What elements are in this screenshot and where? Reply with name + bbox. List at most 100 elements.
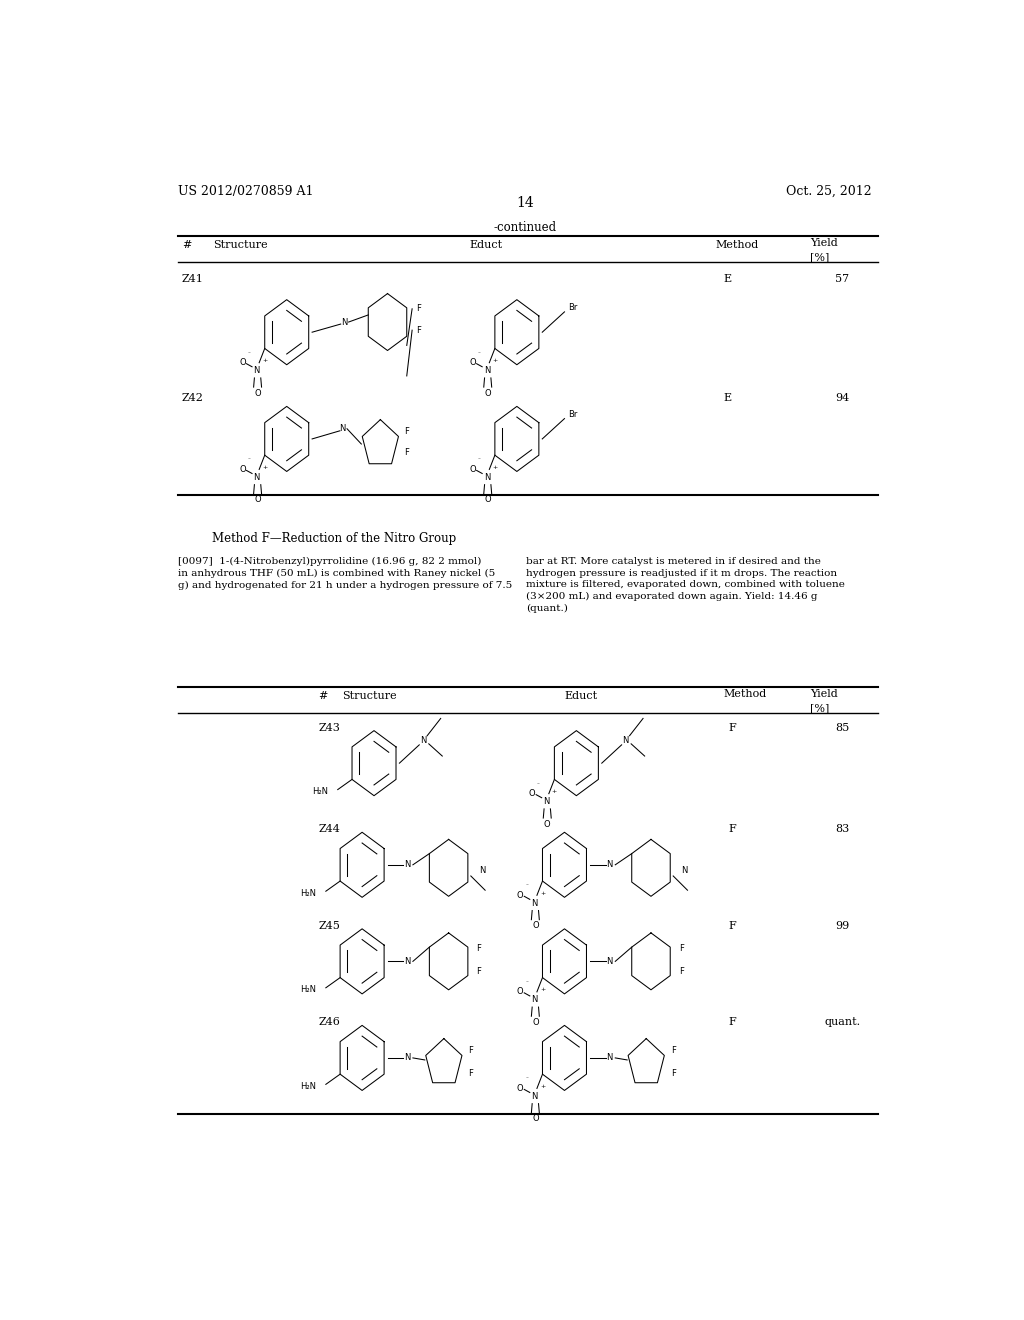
Text: N: N: [404, 957, 411, 966]
Text: N: N: [420, 737, 426, 746]
Text: Yield: Yield: [811, 238, 839, 248]
Text: N: N: [339, 424, 345, 433]
Text: Z45: Z45: [318, 921, 340, 931]
Text: F: F: [468, 1069, 473, 1077]
Text: 57: 57: [836, 275, 849, 284]
Text: N: N: [483, 367, 490, 375]
Text: Z42: Z42: [182, 393, 204, 403]
Text: US 2012/0270859 A1: US 2012/0270859 A1: [178, 185, 313, 198]
Text: +: +: [552, 789, 557, 795]
Text: ⁻: ⁻: [525, 884, 528, 890]
Text: Z44: Z44: [318, 824, 340, 834]
Text: H₂N: H₂N: [300, 888, 316, 898]
Text: O: O: [254, 495, 261, 504]
Text: N: N: [483, 473, 490, 482]
Text: #: #: [318, 690, 328, 701]
Text: Structure: Structure: [342, 690, 397, 701]
Text: N: N: [254, 367, 260, 375]
Text: O: O: [254, 388, 261, 397]
Text: H₂N: H₂N: [312, 787, 329, 796]
Text: ⁻: ⁻: [248, 459, 250, 463]
Text: 99: 99: [836, 921, 849, 931]
Text: -continued: -continued: [494, 220, 556, 234]
Text: Educt: Educt: [564, 690, 598, 701]
Text: N: N: [606, 957, 613, 966]
Text: 83: 83: [836, 824, 849, 834]
Text: Structure: Structure: [213, 240, 267, 249]
Text: Educt: Educt: [469, 240, 503, 249]
Text: 14: 14: [516, 195, 534, 210]
Text: F: F: [679, 968, 684, 975]
Text: O: O: [240, 465, 246, 474]
Text: N: N: [531, 1092, 538, 1101]
Text: O: O: [484, 388, 492, 397]
Text: O: O: [544, 820, 551, 829]
Text: Z43: Z43: [318, 722, 340, 733]
Text: E: E: [723, 393, 731, 403]
Text: O: O: [532, 1114, 539, 1123]
Text: O: O: [528, 789, 536, 799]
Text: O: O: [517, 987, 523, 997]
Text: F: F: [476, 968, 481, 975]
Text: F: F: [671, 1069, 676, 1077]
Text: N: N: [341, 318, 347, 326]
Text: O: O: [469, 465, 476, 474]
Text: O: O: [240, 358, 246, 367]
Text: O: O: [517, 1084, 523, 1093]
Text: +: +: [493, 358, 498, 363]
Text: F: F: [671, 1047, 676, 1055]
Text: F: F: [416, 326, 421, 335]
Text: +: +: [262, 465, 267, 470]
Text: ⁻: ⁻: [248, 352, 250, 358]
Text: F: F: [404, 428, 409, 437]
Text: #: #: [182, 240, 191, 249]
Text: [%]: [%]: [811, 704, 829, 713]
Text: N: N: [606, 861, 613, 870]
Text: F: F: [679, 944, 684, 953]
Text: bar at RT. More catalyst is metered in if desired and the
hydrogen pressure is r: bar at RT. More catalyst is metered in i…: [526, 557, 845, 614]
Text: [%]: [%]: [811, 252, 829, 261]
Text: F: F: [404, 447, 409, 457]
Text: O: O: [484, 495, 492, 504]
Text: F: F: [729, 1018, 736, 1027]
Text: +: +: [540, 891, 545, 896]
Text: Yield: Yield: [811, 689, 839, 700]
Text: N: N: [531, 899, 538, 908]
Text: ⁻: ⁻: [477, 352, 480, 358]
Text: H₂N: H₂N: [300, 985, 316, 994]
Text: Method F—Reduction of the Nitro Group: Method F—Reduction of the Nitro Group: [212, 532, 457, 545]
Text: Z41: Z41: [182, 275, 204, 284]
Text: N: N: [544, 797, 550, 807]
Text: ⁻: ⁻: [525, 1077, 528, 1082]
Text: F: F: [729, 722, 736, 733]
Text: Br: Br: [567, 411, 578, 418]
Text: N: N: [606, 1053, 613, 1063]
Text: F: F: [468, 1047, 473, 1055]
Text: F: F: [729, 921, 736, 931]
Text: H₂N: H₂N: [300, 1082, 316, 1090]
Text: E: E: [723, 275, 731, 284]
Text: N: N: [479, 866, 485, 875]
Text: Method: Method: [715, 240, 759, 249]
Text: Oct. 25, 2012: Oct. 25, 2012: [786, 185, 871, 198]
Text: +: +: [540, 987, 545, 993]
Text: Z46: Z46: [318, 1018, 340, 1027]
Text: N: N: [623, 737, 629, 746]
Text: O: O: [517, 891, 523, 900]
Text: +: +: [540, 1084, 545, 1089]
Text: [0097]  1-(4-Nitrobenzyl)pyrrolidine (16.96 g, 82 2 mmol)
in anhydrous THF (50 m: [0097] 1-(4-Nitrobenzyl)pyrrolidine (16.…: [178, 557, 512, 590]
Text: +: +: [262, 358, 267, 363]
Text: 85: 85: [836, 722, 849, 733]
Text: N: N: [404, 1053, 411, 1063]
Text: F: F: [416, 305, 421, 313]
Text: F: F: [476, 944, 481, 953]
Text: ⁻: ⁻: [477, 459, 480, 463]
Text: ⁻: ⁻: [525, 981, 528, 986]
Text: Method: Method: [723, 689, 766, 700]
Text: O: O: [532, 1018, 539, 1027]
Text: N: N: [254, 473, 260, 482]
Text: O: O: [469, 358, 476, 367]
Text: O: O: [532, 921, 539, 931]
Text: N: N: [404, 861, 411, 870]
Text: ⁻: ⁻: [537, 783, 540, 788]
